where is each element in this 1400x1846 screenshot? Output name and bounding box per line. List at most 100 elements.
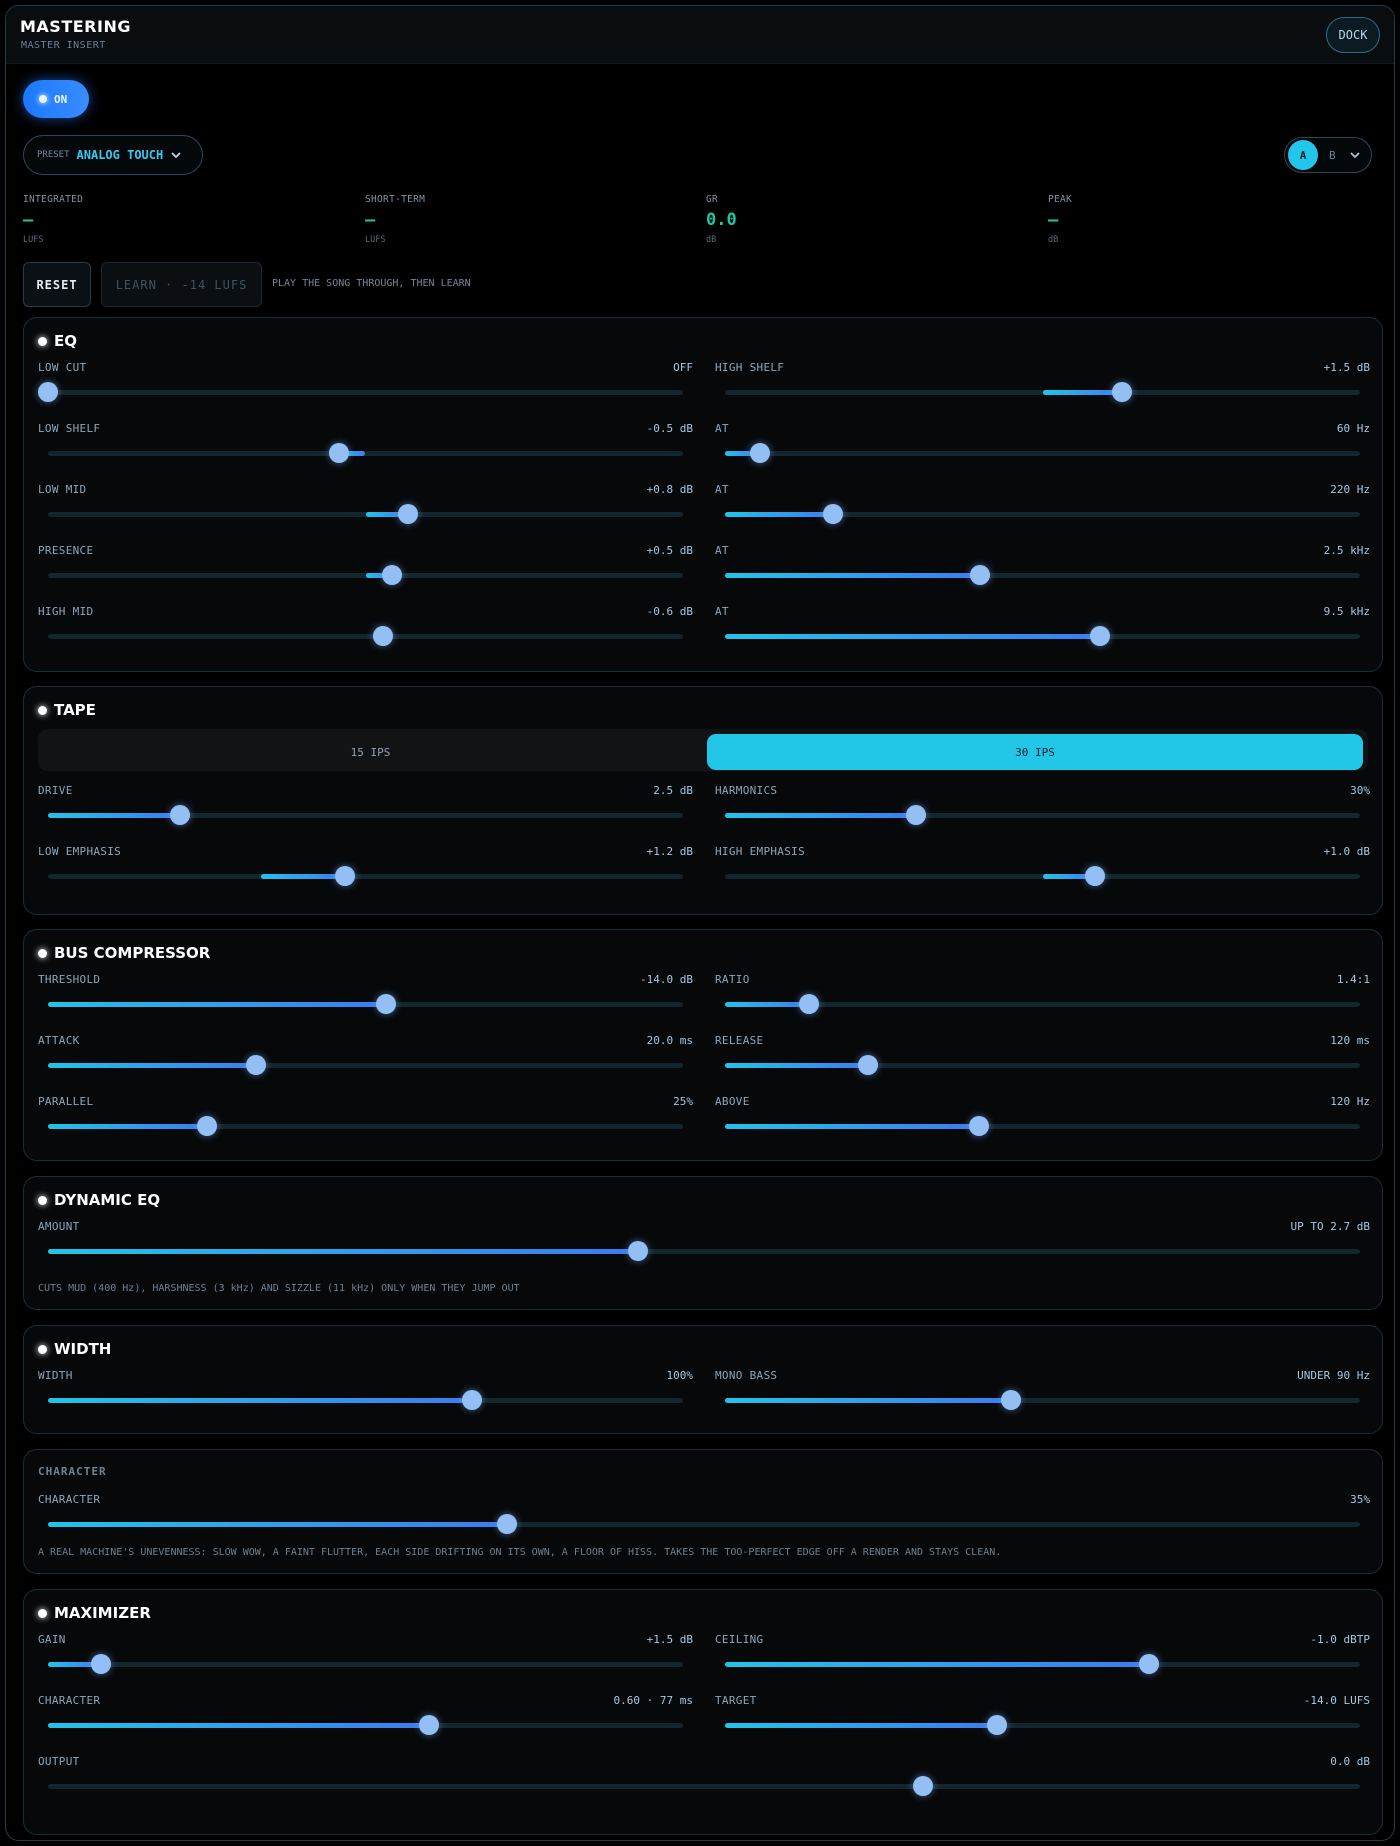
control-value: OFF <box>673 361 693 374</box>
width-slider-thumb[interactable] <box>461 1390 482 1410</box>
output-slider-thumb[interactable] <box>913 1776 934 1796</box>
dock-button[interactable]: DOCK <box>1326 17 1380 53</box>
low-cut-slider-thumb[interactable] <box>38 382 58 402</box>
at-slider[interactable] <box>725 626 1360 646</box>
tape-speed-15-option[interactable]: 15 IPS <box>350 745 391 759</box>
high-mid-slider[interactable] <box>48 626 683 646</box>
presence-slider-thumb[interactable] <box>382 565 403 585</box>
section-title-text: BUS COMPRESSOR <box>54 944 211 962</box>
at-slider-thumb[interactable] <box>970 565 991 585</box>
low-shelf-slider[interactable] <box>48 443 683 463</box>
width-slider[interactable] <box>48 1390 683 1410</box>
drive-slider-thumb[interactable] <box>170 805 191 825</box>
high-mid-slider-thumb[interactable] <box>373 626 394 646</box>
output-slider[interactable] <box>48 1776 1360 1796</box>
character-amount-slider-thumb[interactable] <box>497 1514 518 1534</box>
high-shelf-slider-thumb[interactable] <box>1111 382 1132 402</box>
slider-fill <box>725 1662 1149 1667</box>
parallel-slider-thumb[interactable] <box>196 1116 217 1136</box>
tape-section: TAPE 15 IPS 30 IPS DRIVE 2.5 dB HARMONICS 3… <box>23 686 1383 915</box>
low-mid-slider[interactable] <box>48 504 683 524</box>
meter-label: SHORT-TERM <box>365 194 426 205</box>
low-emphasis-slider-thumb[interactable] <box>334 866 355 886</box>
control-value: -1.0 dBTP <box>1310 1633 1370 1646</box>
ratio-slider-thumb[interactable] <box>799 994 820 1014</box>
low-mid-slider-thumb[interactable] <box>398 504 419 524</box>
harmonics-slider-thumb[interactable] <box>905 805 926 825</box>
target-slider[interactable] <box>725 1715 1360 1735</box>
at-slider-thumb[interactable] <box>822 504 843 524</box>
at-slider[interactable] <box>725 443 1360 463</box>
gain-slider-thumb[interactable] <box>90 1654 111 1674</box>
harmonics-slider[interactable] <box>725 805 1360 825</box>
ceiling-slider-thumb[interactable] <box>1138 1654 1159 1674</box>
ab-slot-b-button[interactable]: B <box>1329 148 1336 162</box>
above-slider-thumb[interactable] <box>969 1116 989 1136</box>
mono-bass-slider[interactable] <box>725 1390 1360 1410</box>
control-value: 35% <box>1350 1493 1370 1506</box>
control-value: +0.5 dB <box>646 544 693 557</box>
control-label: HIGH MID <box>38 605 94 618</box>
ceiling-slider[interactable] <box>725 1654 1360 1674</box>
control-label: AT <box>715 422 729 435</box>
slider-fill <box>48 1398 472 1403</box>
attack-slider[interactable] <box>48 1055 683 1075</box>
tape-speed-30-option[interactable]: 30 IPS <box>707 734 1363 770</box>
preset-dropdown[interactable]: PRESET ANALOG TOUCH <box>23 135 203 175</box>
parallel-slider[interactable] <box>48 1116 683 1136</box>
slider-fill <box>48 1063 257 1068</box>
target-slider-thumb[interactable] <box>986 1715 1007 1735</box>
character-amount-slider[interactable] <box>48 1514 1360 1534</box>
meter-unit: LUFS <box>23 235 44 245</box>
mastering-panel: MASTERING MASTER INSERT DOCK ON PRESET A… <box>5 5 1395 1841</box>
gain-control: GAIN +1.5 dB <box>38 1633 693 1674</box>
section-enable-led-icon[interactable] <box>38 1608 47 1618</box>
character-slider-thumb[interactable] <box>419 1715 439 1735</box>
at-slider-thumb[interactable] <box>1089 626 1110 646</box>
control-label: WIDTH <box>38 1369 73 1382</box>
drive-slider[interactable] <box>48 805 683 825</box>
low-cut-slider[interactable] <box>38 382 683 402</box>
at-slider[interactable] <box>725 504 1360 524</box>
low-shelf-slider-thumb[interactable] <box>328 443 349 463</box>
section-enable-led-icon[interactable] <box>38 705 47 715</box>
gain-slider[interactable] <box>48 1654 683 1674</box>
release-slider[interactable] <box>725 1055 1360 1075</box>
control-label: CHARACTER <box>38 1694 101 1707</box>
high-shelf-slider[interactable] <box>725 382 1360 402</box>
meter-value: – <box>1048 210 1059 230</box>
character-slider[interactable] <box>48 1715 683 1735</box>
mono-bass-slider-thumb[interactable] <box>1000 1390 1021 1410</box>
learn-button[interactable]: LEARN · -14 LUFS <box>101 262 262 307</box>
control-label: AT <box>715 605 729 618</box>
attack-slider-thumb[interactable] <box>246 1055 267 1075</box>
threshold-slider-thumb[interactable] <box>376 994 397 1014</box>
section-enable-led-icon[interactable] <box>38 1344 47 1354</box>
section-enable-led-icon[interactable] <box>38 336 47 346</box>
ab-menu-chevron-icon[interactable] <box>1349 149 1360 162</box>
section-enable-led-icon[interactable] <box>38 948 47 958</box>
high-emphasis-slider[interactable] <box>725 866 1360 886</box>
slider-fill <box>261 874 345 879</box>
low-emphasis-slider[interactable] <box>48 866 683 886</box>
above-slider[interactable] <box>725 1116 1360 1136</box>
ratio-slider[interactable] <box>725 994 1360 1014</box>
ab-slot-a-button[interactable]: A <box>1288 140 1318 170</box>
presence-slider[interactable] <box>48 565 683 585</box>
meter-value: – <box>23 210 34 230</box>
high-emphasis-slider-thumb[interactable] <box>1085 866 1106 886</box>
meter-value: – <box>365 210 376 230</box>
at-slider-thumb[interactable] <box>749 443 770 463</box>
amount-slider[interactable] <box>48 1241 1360 1261</box>
reset-button[interactable]: RESET <box>23 262 91 307</box>
low-cut-control: LOW CUT OFF <box>38 361 693 402</box>
section-enable-led-icon[interactable] <box>38 1195 47 1205</box>
power-toggle[interactable]: ON <box>23 80 89 118</box>
amount-slider-thumb[interactable] <box>628 1241 649 1261</box>
above-control: ABOVE 120 Hz <box>715 1095 1370 1136</box>
meter-label: GR <box>706 194 719 205</box>
threshold-slider[interactable] <box>48 994 683 1014</box>
release-slider-thumb[interactable] <box>857 1055 878 1075</box>
control-label: CEILING <box>715 1633 764 1646</box>
at-slider[interactable] <box>725 565 1360 585</box>
